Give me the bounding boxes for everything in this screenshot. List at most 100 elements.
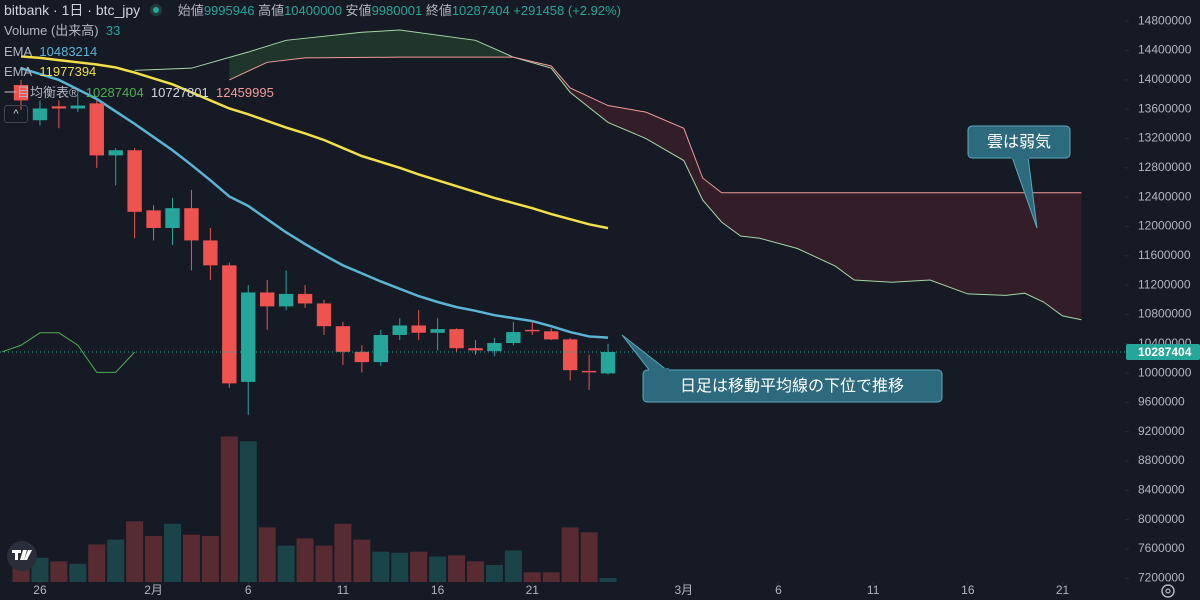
ohlc-label: 始値: [177, 3, 204, 18]
settings-icon[interactable]: [1161, 584, 1175, 598]
volume-bar: [258, 527, 276, 582]
annotation: 日足は移動平均線の下位で推移: [680, 377, 904, 395]
candle-body: [354, 351, 370, 363]
volume-bar: [296, 538, 314, 582]
indicator-row: EMA 11977394: [4, 62, 621, 82]
indicator-row: EMA 10483214: [4, 42, 621, 62]
ohlc-label: 高値: [258, 3, 285, 18]
gear-hub[interactable]: [1165, 588, 1171, 594]
volume-bar: [561, 527, 579, 582]
indicator-row: Volume (出来高) 33: [4, 21, 621, 41]
y-tick-label: 9600000: [1138, 395, 1185, 409]
y-tick-label: 10800000: [1138, 307, 1192, 321]
volume-bar: [334, 523, 352, 582]
callout-tail: [621, 334, 670, 372]
candle-body: [449, 329, 464, 349]
candle-body: [32, 108, 48, 121]
volume-bar: [31, 557, 49, 582]
volume-bar: [239, 441, 257, 582]
y-tick-label: 13600000: [1138, 101, 1192, 115]
callout-box: [642, 369, 943, 403]
callout: 日足は移動平均線の下位で推移: [621, 334, 943, 403]
volume-bar: [220, 436, 238, 582]
y-tick-label: 14000000: [1138, 72, 1192, 86]
change: +291458 (+2.92%): [513, 3, 621, 18]
ohlc-value: 10287404: [451, 3, 510, 18]
gear[interactable]: [1161, 584, 1175, 598]
volume-bar: [523, 572, 541, 582]
candle-body: [468, 348, 483, 351]
volume-bar: [466, 561, 485, 582]
volume-bar: [201, 535, 219, 582]
callout-joint: [649, 368, 669, 372]
candle-body: [203, 240, 218, 266]
volume-bar: [182, 534, 200, 582]
volume-bar: [429, 556, 447, 582]
y-tick-label: 8400000: [1138, 483, 1185, 497]
indicator-value: 11977394: [39, 64, 97, 80]
plot-area: 7200000 7600000 8000000 8400000 8800000 92000…: [0, 13, 1200, 597]
volume-bar: [69, 563, 87, 582]
candle-body: [127, 150, 142, 212]
header-row: bitbank · 1日 · btc_jpy 始値9995946 高値10400…: [4, 0, 621, 21]
y-tick-label: 11200000: [1138, 277, 1191, 291]
volume-bar: [126, 521, 144, 582]
y-tick-label: 8000000: [1138, 512, 1185, 526]
candle-body: [278, 293, 294, 307]
candle-body: [241, 292, 256, 382]
logo-shape: [24, 550, 32, 560]
symbol: bitbank · 1日 · btc_jpy: [4, 2, 141, 18]
leading-span-b: [229, 56, 1082, 194]
volume-bar: [163, 523, 182, 582]
volume-bar: [145, 535, 163, 582]
candle-body: [506, 332, 521, 344]
x-tick-label: 11: [337, 583, 350, 597]
candle-body: [411, 325, 426, 333]
x-tick-label: 16: [961, 583, 975, 597]
y-tick-label: 12800000: [1138, 160, 1192, 174]
candle-body: [184, 208, 199, 241]
volume-bar: [315, 545, 333, 582]
collapse-button[interactable]: ^: [4, 105, 28, 124]
indicator-value: 33: [105, 23, 121, 39]
y-tick-label: 7200000: [1138, 571, 1185, 585]
y-tick-label: 14800000: [1138, 13, 1192, 27]
volume-bar: [353, 539, 371, 582]
status-dot: [150, 4, 163, 16]
callout-joint: [1011, 155, 1029, 159]
cloud-bullish: [229, 30, 514, 80]
last-price-label: 10287404: [1138, 345, 1192, 359]
candle-body: [581, 370, 597, 373]
indicator-value: 12459995: [215, 84, 274, 100]
annotation: 雲は弱気: [987, 133, 1051, 151]
y-tick-label: 13200000: [1138, 131, 1192, 145]
candle-body: [392, 325, 407, 335]
ohlc-value: 10400000: [284, 3, 342, 18]
indicator-value: 10727801: [150, 84, 209, 100]
volume-bar: [580, 532, 598, 582]
y-tick-label: 14400000: [1138, 43, 1192, 57]
volume-bar: [410, 551, 428, 582]
x-tick-label: 11: [867, 583, 880, 597]
volume-bar: [504, 550, 522, 582]
candle-body: [222, 265, 237, 384]
lagging-span: [1, 332, 136, 373]
y-tick-label: 9200000: [1138, 424, 1185, 438]
leading-span-a: [134, 29, 1082, 321]
candle-body: [89, 103, 104, 156]
candle-body: [165, 208, 180, 228]
x-tick-label: 21: [1056, 583, 1070, 597]
x-tick-label: 3月: [674, 583, 693, 597]
tv-logo: [7, 541, 37, 571]
x-tick-label: 2月: [144, 583, 163, 597]
legend: bitbank · 1日 · btc_jpy 始値9995946 高値10400…: [4, 0, 621, 124]
indicator-name: 一目均衡表®: [4, 84, 79, 100]
x-tick-label: 6: [245, 583, 252, 597]
y-tick-label: 12400000: [1138, 189, 1192, 203]
callout: 雲は弱気: [967, 125, 1071, 229]
candle-body: [70, 105, 86, 109]
indicator-row: 一目均衡表® 10287404 10727801 12459995: [4, 83, 621, 103]
x-tick-label: 26: [33, 583, 47, 597]
logo-shape: [15, 550, 18, 560]
indicator-name: EMA: [4, 43, 33, 59]
